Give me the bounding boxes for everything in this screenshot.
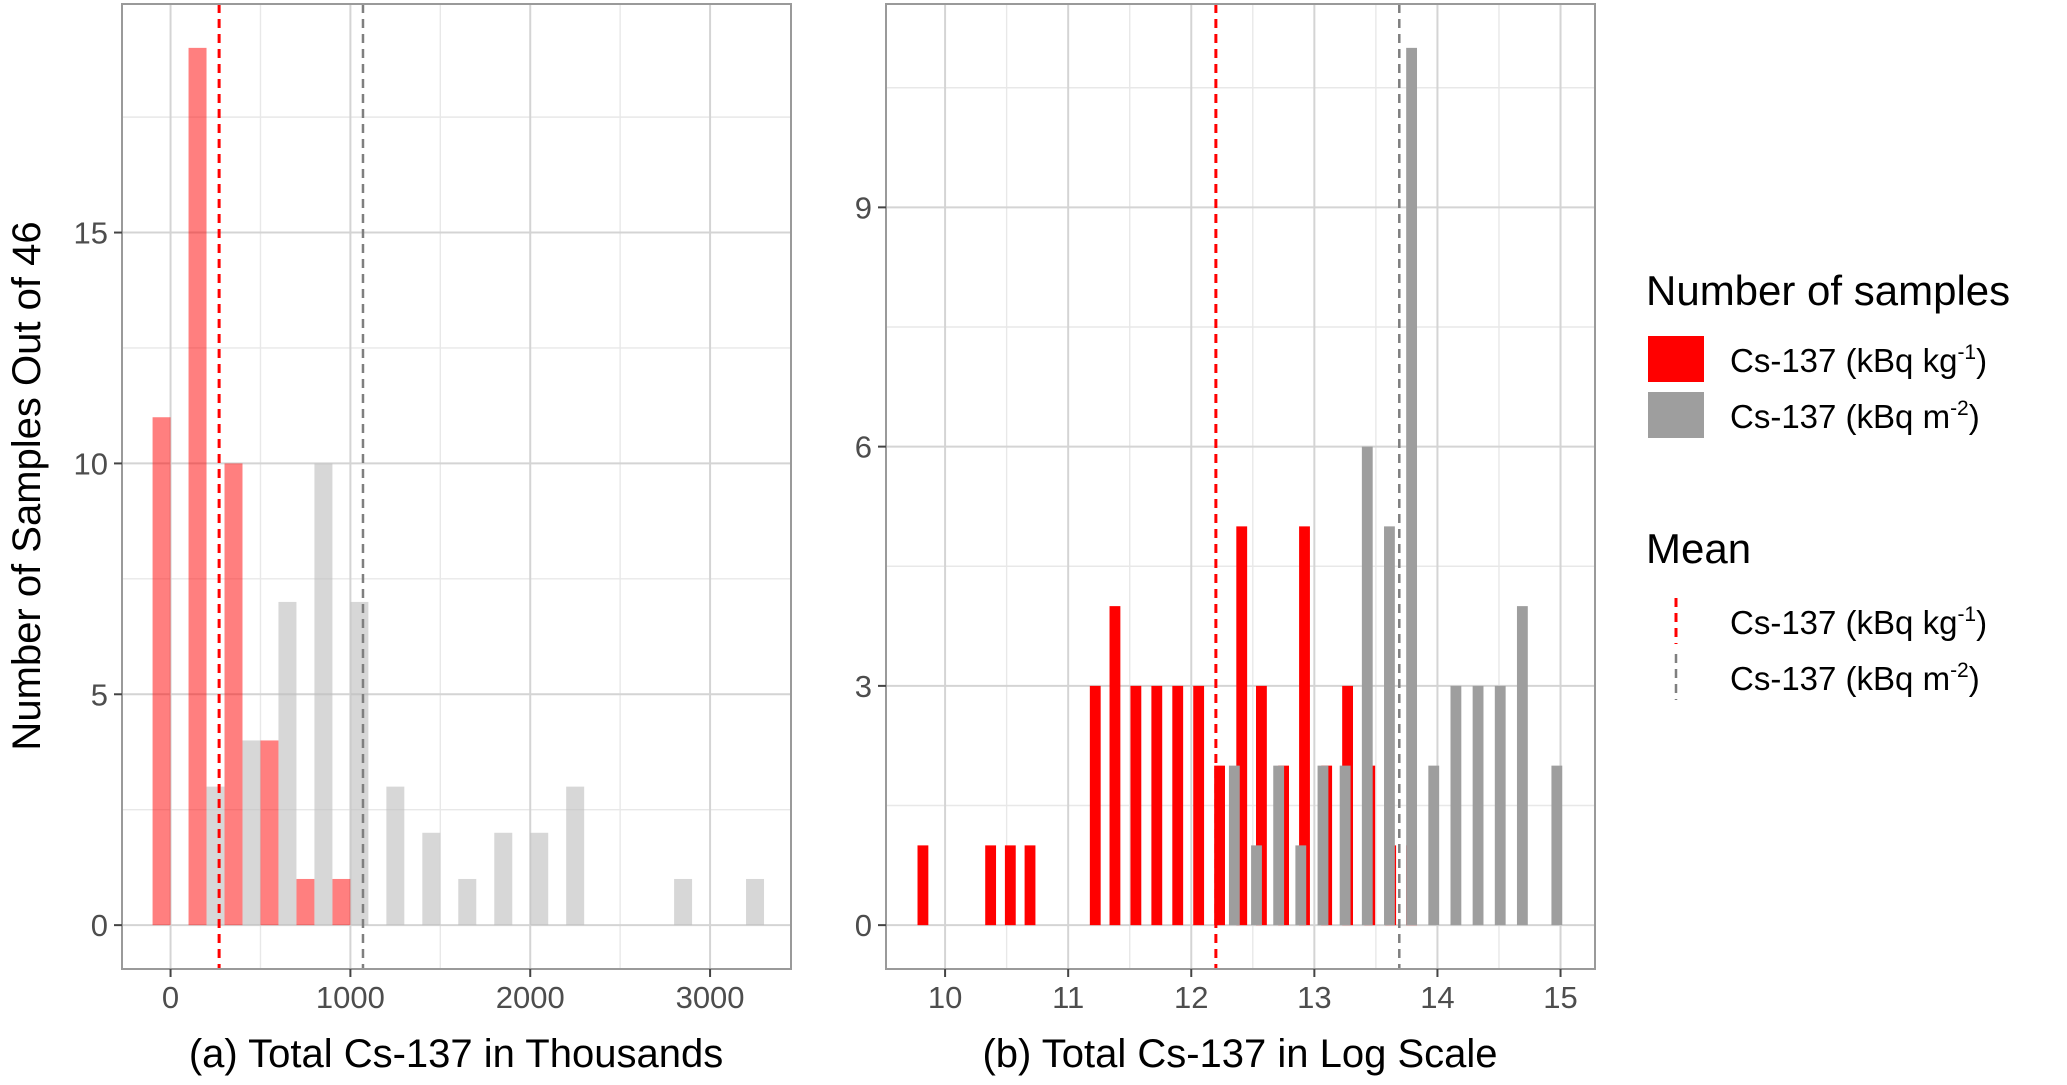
bar-m2 — [278, 601, 297, 926]
bar-m2 — [1472, 685, 1484, 926]
bar-kg — [332, 878, 351, 926]
x-tick-label: 0 — [162, 980, 179, 1015]
panel-b-border — [885, 3, 1596, 970]
bar-m2 — [1317, 765, 1329, 926]
bar-kg — [1151, 685, 1163, 926]
bar-m2 — [1494, 685, 1506, 926]
bar-kg — [1004, 845, 1016, 926]
y-axis-title: Number of Samples Out of 46 — [5, 221, 49, 750]
bar-m2 — [206, 786, 225, 926]
panel-a-x-ticks: 0 1000 2000 3000 — [162, 969, 745, 1015]
y-tick-label: 5 — [91, 677, 108, 712]
y-tick-label: 3 — [855, 669, 872, 704]
legend-kg-swatch — [1648, 336, 1704, 382]
x-tick-label: 2000 — [496, 980, 565, 1015]
y-tick-label: 9 — [855, 190, 872, 225]
x-tick-label: 15 — [1543, 980, 1577, 1015]
bar-m2 — [1516, 606, 1528, 926]
bar-m2 — [314, 463, 333, 926]
bar-m2 — [1450, 685, 1462, 926]
y-tick-label: 10 — [74, 446, 108, 481]
x-tick-label: 3000 — [676, 980, 745, 1015]
bar-kg — [1193, 685, 1205, 926]
bar-kg — [260, 740, 279, 926]
panel-a-bars — [152, 47, 765, 926]
legend: Number of samples Cs-137 (kBq kg-1) Cs-1… — [1646, 267, 2010, 700]
x-tick-label: 11 — [1052, 980, 1084, 1015]
bar-m2 — [494, 832, 513, 926]
panel-b-bars — [917, 47, 1563, 926]
bar-m2 — [1551, 765, 1563, 926]
x-tick-label: 1000 — [316, 980, 385, 1015]
bar-kg — [1256, 685, 1267, 926]
legend-m2-mean-label: Cs-137 (kBq m-2) — [1730, 659, 1980, 697]
panel-a-x-axis-title: (a) Total Cs-137 in Thousands — [189, 1032, 723, 1076]
bar-m2 — [386, 786, 405, 926]
bar-kg — [224, 463, 243, 926]
bar-kg — [1299, 526, 1310, 926]
bar-kg — [188, 47, 207, 926]
x-tick-label: 14 — [1420, 980, 1454, 1015]
panel-a-y-ticks: 0 5 10 15 — [74, 216, 122, 943]
legend-m2-label: Cs-137 (kBq m-2) — [1730, 397, 1980, 435]
panel-b: 10 11 12 13 14 15 0 3 6 9 (b) Total Cs-137 in Lo… — [855, 3, 1596, 1076]
bar-m2 — [1251, 845, 1262, 926]
bar-m2 — [1228, 765, 1240, 926]
bar-kg — [1130, 685, 1142, 926]
y-tick-label: 0 — [91, 908, 108, 943]
panel-a-grid — [122, 4, 791, 969]
bar-m2 — [458, 878, 477, 926]
panel-a-border — [121, 3, 792, 970]
legend-m2-swatch — [1648, 392, 1704, 438]
legend-kg-label: Cs-137 (kBq kg-1) — [1730, 341, 1987, 379]
panel-b-x-ticks: 10 11 12 13 14 15 — [928, 969, 1578, 1015]
bar-m2 — [1406, 47, 1418, 926]
bar-kg — [1214, 765, 1225, 926]
bar-kg — [1109, 606, 1121, 926]
bar-kg — [917, 845, 929, 926]
bar-kg — [1024, 845, 1036, 926]
bar-kg — [1172, 685, 1184, 926]
bar-m2 — [1339, 765, 1351, 926]
x-tick-label: 12 — [1174, 980, 1208, 1015]
bar-kg — [1089, 685, 1101, 926]
bar-m2 — [1428, 765, 1440, 926]
bar-m2 — [422, 832, 441, 926]
bar-kg — [152, 417, 171, 926]
bar-m2 — [1295, 845, 1307, 926]
bar-kg — [985, 845, 997, 926]
panel-a: 0 1000 2000 3000 0 5 10 15 (a) Total Cs-137 in… — [74, 3, 792, 1076]
y-tick-label: 0 — [855, 908, 872, 943]
x-tick-label: 10 — [928, 980, 962, 1015]
panel-b-mean-lines — [1214, 4, 1401, 969]
bar-m2 — [674, 878, 693, 926]
legend-fill-title: Number of samples — [1646, 267, 2010, 314]
legend-mean-title: Mean — [1646, 525, 1751, 572]
bar-m2 — [1384, 526, 1395, 926]
y-tick-label: 15 — [74, 216, 108, 251]
panel-b-x-axis-title: (b) Total Cs-137 in Log Scale — [982, 1032, 1497, 1076]
bar-m2 — [566, 786, 585, 926]
bar-kg — [296, 878, 315, 926]
bar-kg — [1236, 526, 1248, 926]
panel-b-y-ticks: 0 3 6 9 — [855, 190, 886, 943]
x-tick-label: 13 — [1297, 980, 1331, 1015]
legend-kg-mean-label: Cs-137 (kBq kg-1) — [1730, 603, 1987, 641]
bar-m2 — [350, 601, 369, 926]
bar-m2 — [1273, 765, 1285, 926]
panel-a-mean-lines — [217, 4, 365, 969]
bar-m2 — [530, 832, 549, 926]
bar-m2 — [746, 878, 765, 926]
bar-m2 — [242, 740, 261, 926]
y-tick-label: 6 — [855, 430, 872, 465]
bar-m2 — [1361, 446, 1373, 926]
